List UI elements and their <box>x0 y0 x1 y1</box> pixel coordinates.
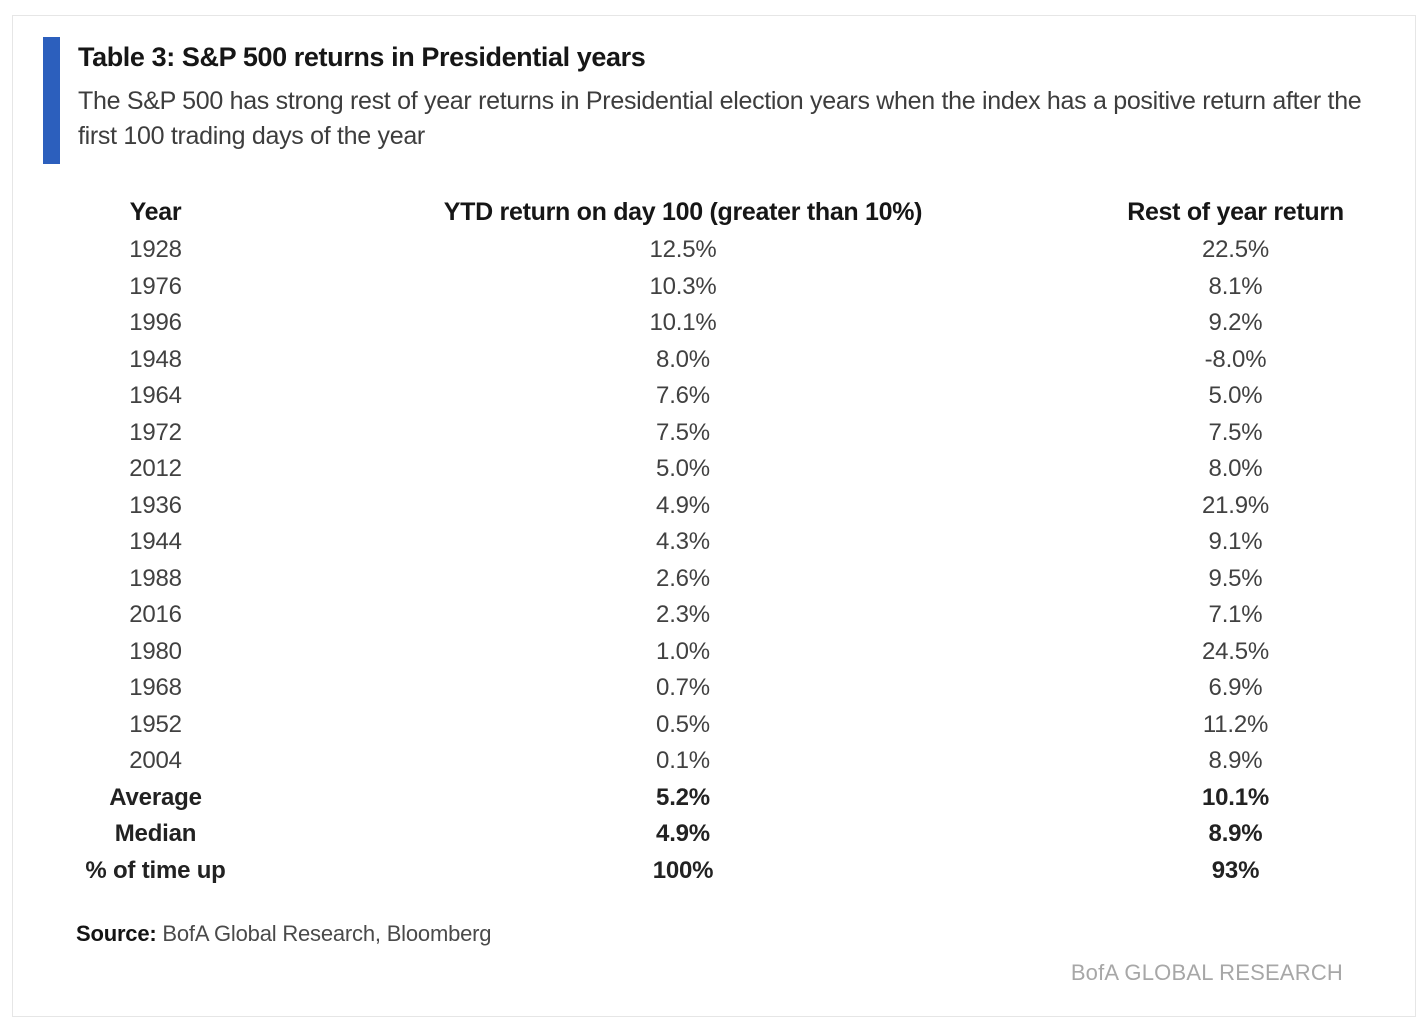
table-cell: 5.0% <box>1208 382 1263 409</box>
table-row: 1952 0.5% 11.2% <box>43 707 1373 744</box>
table-cell: 2016 <box>129 601 182 628</box>
table-row: 1988 2.6% 9.5% <box>43 561 1373 598</box>
table-cell: 9.1% <box>1208 528 1263 555</box>
table-row: 2012 5.0% 8.0% <box>43 451 1373 488</box>
table-cell: 8.9% <box>1208 747 1263 774</box>
column-header-ytd-return: YTD return on day 100 (greater than 10%) <box>443 198 923 226</box>
table-row: 1972 7.5% 7.5% <box>43 415 1373 452</box>
source-line: Source: BofA Global Research, Bloomberg <box>76 921 492 947</box>
title-accent-bar <box>43 37 60 164</box>
table-row: 1968 0.7% 6.9% <box>43 670 1373 707</box>
bofa-global-research-brand: BofA GLOBAL RESEARCH <box>1070 960 1343 985</box>
report-card: Table 3: S&P 500 returns in Presidential… <box>12 15 1416 1017</box>
table-cell: 1972 <box>129 418 182 446</box>
table-cell: -8.0% <box>1204 345 1267 373</box>
table-row: 2016 2.3% 7.1% <box>43 597 1373 634</box>
table-cell: 1.0% <box>656 637 710 665</box>
table-cell: 21.9% <box>1201 491 1270 519</box>
table-subtitle: The S&P 500 has strong rest of year retu… <box>78 87 1362 150</box>
table-cell: 6.9% <box>1208 674 1263 701</box>
table-cell: 1936 <box>129 491 182 519</box>
table-cell: 8.0% <box>656 345 710 373</box>
table-cell: 9.2% <box>1208 309 1263 336</box>
table-cell: 7.6% <box>656 382 710 409</box>
table-cell: Median <box>114 820 197 847</box>
table-cell: 9.5% <box>1208 564 1263 592</box>
table-cell: 2004 <box>129 747 182 774</box>
table-cell: 5.0% <box>656 455 710 482</box>
table-cell: 1976 <box>129 272 182 300</box>
table-cell: 1996 <box>129 309 182 336</box>
table-header-row: Year YTD return on day 100 (greater than… <box>43 192 1373 232</box>
table-row: 1936 4.9% 21.9% <box>43 488 1373 525</box>
table-cell: 7.5% <box>1208 418 1263 446</box>
table-row: 1948 8.0% -8.0% <box>43 342 1373 379</box>
source-label: Source: <box>76 921 157 946</box>
table-row: Median 4.9% 8.9% <box>43 816 1373 853</box>
table-cell: 1948 <box>129 345 182 373</box>
table-cell: 4.9% <box>656 820 710 847</box>
table-row: 1996 10.1% 9.2% <box>43 305 1373 342</box>
source-text: BofA Global Research, Bloomberg <box>156 921 492 946</box>
table-cell: 1952 <box>129 710 182 738</box>
table-title: Table 3: S&P 500 returns in Presidential… <box>78 42 646 72</box>
table-row: Average 5.2% 10.1% <box>43 780 1373 817</box>
table-row: 1976 10.3% 8.1% <box>43 269 1373 306</box>
table-cell: Average <box>109 783 202 811</box>
column-header-rest-of-year-return: Rest of year return <box>1127 198 1344 226</box>
table-cell: 93% <box>1211 856 1260 884</box>
table-cell: 22.5% <box>1201 236 1270 263</box>
table-cell: 10.1% <box>649 309 717 336</box>
table-row: 1928 12.5% 22.5% <box>43 232 1373 269</box>
table-cell: 5.2% <box>656 783 710 811</box>
table-row: 1944 4.3% 9.1% <box>43 524 1373 561</box>
returns-table: Year YTD return on day 100 (greater than… <box>43 192 1373 889</box>
table-cell: 8.1% <box>1208 272 1263 300</box>
table-cell: 7.5% <box>656 418 710 446</box>
table-cell: 100% <box>652 856 714 884</box>
table-cell: 7.1% <box>1208 601 1263 628</box>
table-cell: 4.3% <box>656 528 710 555</box>
table-cell: 8.0% <box>1208 455 1263 482</box>
column-header-year: Year <box>129 198 182 226</box>
table-cell: 11.2% <box>1202 710 1269 738</box>
table-cell: 2012 <box>129 455 182 482</box>
table-row: 1980 1.0% 24.5% <box>43 634 1373 671</box>
table-cell: 0.7% <box>656 674 710 701</box>
table-cell: 24.5% <box>1201 637 1270 665</box>
table-row: % of time up 100% 93% <box>43 853 1373 890</box>
table-cell: 12.5% <box>649 236 717 263</box>
table-cell: 1964 <box>129 382 182 409</box>
table-cell: 2.6% <box>656 564 710 592</box>
table-row: 2004 0.1% 8.9% <box>43 743 1373 780</box>
table-cell: 10.3% <box>649 272 717 300</box>
table-cell: 1980 <box>129 637 182 665</box>
table-body: 1928 12.5% 22.5% 1976 10.3% 8.1% 1996 10.1% 9.2%… <box>43 232 1373 889</box>
table-cell: 8.9% <box>1208 820 1263 847</box>
table-cell: 1968 <box>129 674 182 701</box>
table-cell: 2.3% <box>656 601 710 628</box>
table-cell: % of time up <box>85 856 226 884</box>
table-cell: 0.5% <box>656 710 710 738</box>
table-cell: 4.9% <box>656 491 710 519</box>
table-cell: 0.1% <box>656 747 710 774</box>
table-cell: 1928 <box>129 236 182 263</box>
table-cell: 1988 <box>129 564 182 592</box>
table-cell: 10.1% <box>1201 783 1270 811</box>
table-row: 1964 7.6% 5.0% <box>43 378 1373 415</box>
table-cell: 1944 <box>129 528 182 555</box>
